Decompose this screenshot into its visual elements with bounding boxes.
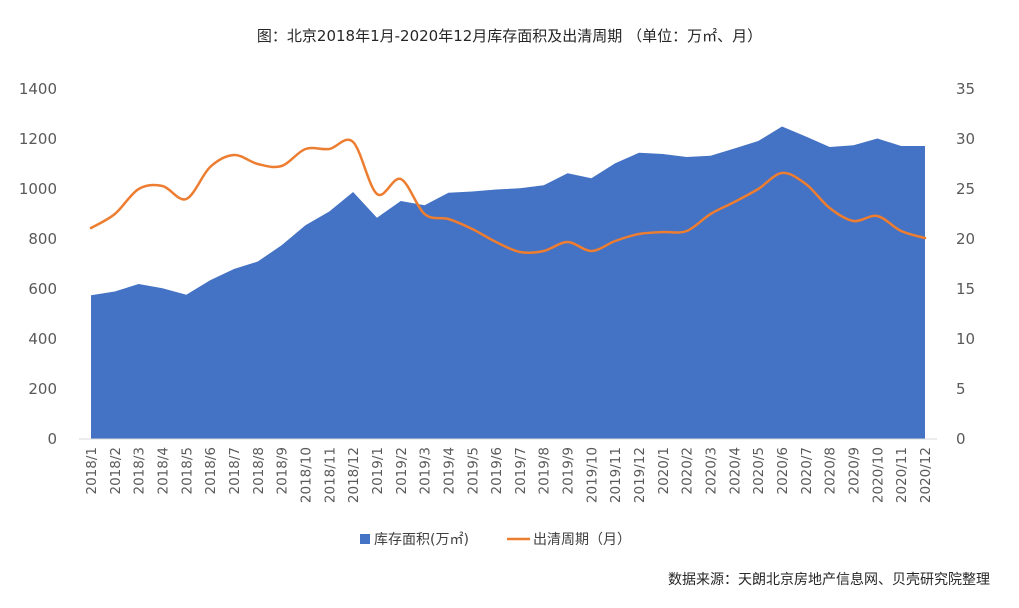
x-tick-label: 2019/12 [632,447,648,503]
x-tick-label: 2018/2 [108,447,124,495]
x-tick-label: 2018/9 [275,447,291,495]
legend-swatch-inventory [360,534,370,544]
x-tick-label: 2018/5 [179,447,195,495]
x-tick-label: 2019/9 [561,447,577,495]
left-tick-label: 1200 [19,130,57,148]
left-tick-label: 800 [28,230,57,248]
x-tick-label: 2019/2 [394,447,410,495]
left-tick-label: 600 [28,280,57,298]
x-tick-label: 2020/1 [656,447,672,495]
x-tick-label: 2018/4 [155,447,171,495]
right-tick-label: 35 [956,80,975,98]
source-note: 数据来源：天朗北京房地产信息网、贝壳研究院整理 [668,571,990,588]
x-tick-label: 2018/8 [251,447,267,495]
x-tick-label: 2018/12 [346,447,362,503]
legend-label-inventory: 库存面积(万㎡) [374,532,469,548]
x-tick-label: 2018/11 [322,447,338,503]
x-tick-label: 2020/8 [823,447,839,495]
x-tick-label: 2020/9 [847,447,863,495]
x-tick-label: 2019/6 [489,447,505,495]
legend-label-clearance: 出清周期（月） [533,532,631,548]
left-axis: 0 200 400 600 800 1000 1200 1400 [19,80,57,448]
x-tick-label: 2019/3 [418,447,434,495]
left-tick-label: 1400 [19,80,57,98]
x-tick-label: 2020/2 [680,447,696,495]
x-tick-label: 2020/4 [727,447,743,495]
x-tick-label: 2020/6 [775,447,791,495]
right-tick-label: 20 [956,230,975,248]
x-tick-label: 2020/10 [870,447,886,503]
legend: 库存面积(万㎡) 出清周期（月） [360,532,631,548]
x-tick-label: 2020/3 [704,447,720,495]
right-tick-label: 0 [956,430,966,448]
chart-title: 图：北京2018年1月-2020年12月库存面积及出清周期 （单位：万㎡、月） [257,27,762,45]
right-tick-label: 15 [956,280,975,298]
clearance-cycle-line [89,138,927,255]
x-tick-label: 2019/8 [537,447,553,495]
x-tick-label: 2019/7 [513,447,529,495]
right-tick-label: 10 [956,330,975,348]
left-tick-label: 200 [28,380,57,398]
x-tick-label: 2018/10 [298,447,314,503]
x-tick-label: 2018/6 [203,447,219,495]
x-tick-label: 2020/12 [918,447,934,503]
right-tick-label: 25 [956,180,975,198]
left-tick-label: 0 [47,430,57,448]
right-tick-label: 30 [956,130,975,148]
x-axis: 2018/1 2018/2 2018/3 2018/4 2018/5 2018/6 2018… [84,447,934,503]
x-tick-label: 2020/11 [894,447,910,503]
right-axis: 0 5 10 15 20 25 30 35 [956,80,975,448]
right-tick-label: 5 [956,380,966,398]
x-tick-label: 2020/7 [799,447,815,495]
x-tick-label: 2019/11 [608,447,624,503]
x-tick-label: 2019/10 [584,447,600,503]
inventory-area [91,126,925,439]
left-tick-label: 1000 [19,180,57,198]
x-tick-label: 2020/5 [751,447,767,495]
x-tick-label: 2018/3 [132,447,148,495]
x-tick-label: 2018/1 [84,447,100,495]
x-tick-label: 2019/1 [370,447,386,495]
x-tick-label: 2019/4 [441,447,457,495]
left-tick-label: 400 [28,330,57,348]
x-tick-label: 2019/5 [465,447,481,495]
x-tick-label: 2018/7 [227,447,243,495]
